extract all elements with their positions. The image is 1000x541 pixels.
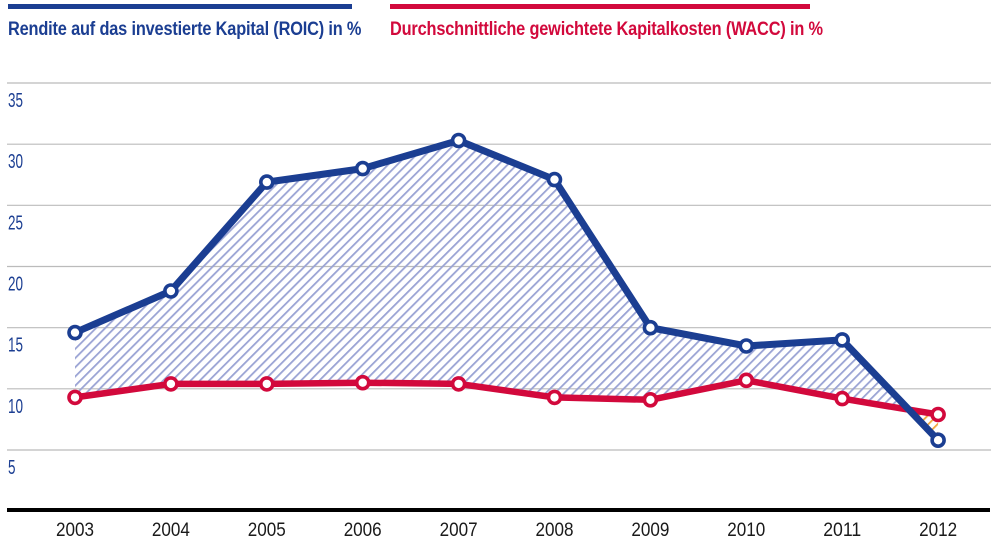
x-axis-year-label: 2010 xyxy=(727,520,765,541)
wacc-data-point xyxy=(354,374,371,391)
legend-item-wacc: Durchschnittliche gewichtete Kapitalkost… xyxy=(390,4,823,41)
wacc-data-point xyxy=(834,390,851,407)
wacc-data-point xyxy=(930,406,946,423)
x-axis-year-label: 2006 xyxy=(344,520,382,541)
wacc-legend-swatch xyxy=(390,4,810,9)
x-axis-year-label: 2012 xyxy=(919,520,957,541)
roic-legend-label: Rendite auf das investierte Kapital (ROI… xyxy=(8,19,362,40)
wacc-line xyxy=(74,377,939,418)
roic-data-point xyxy=(834,332,851,348)
y-axis-tick-label: 25 xyxy=(8,212,23,234)
y-axis-tick-label: 5 xyxy=(8,457,16,479)
x-axis-year-label: 2005 xyxy=(248,520,286,541)
wacc-data-point xyxy=(642,391,659,408)
wacc-data-point xyxy=(67,389,83,406)
roic-data-point xyxy=(738,338,755,354)
roic-data-point xyxy=(258,174,275,190)
roic-data-point xyxy=(450,132,467,149)
roic-line xyxy=(73,137,941,443)
roic-data-point xyxy=(67,324,83,341)
wacc-data-point xyxy=(450,376,467,392)
y-axis-tick-label: 35 xyxy=(8,90,23,112)
wacc-data-point xyxy=(738,372,755,389)
roic-data-point xyxy=(642,319,659,336)
roic-data-point xyxy=(546,171,563,188)
x-axis-year-label: 2003 xyxy=(56,520,94,541)
x-axis-year-label: 2008 xyxy=(536,520,574,541)
x-axis-year-label: 2007 xyxy=(440,520,478,541)
x-axis-year-label: 2009 xyxy=(631,520,669,541)
y-axis-tick-label: 10 xyxy=(8,396,23,418)
roic-legend-swatch xyxy=(8,4,352,9)
roic-data-point xyxy=(163,283,179,299)
y-axis-tick-label: 30 xyxy=(8,151,23,173)
x-axis-line xyxy=(7,508,990,512)
x-axis-year-label: 2004 xyxy=(152,520,190,541)
y-axis-tick-label: 20 xyxy=(8,274,23,296)
roic-above-wacc-hatch-area xyxy=(75,140,909,410)
wacc-legend-label: Durchschnittliche gewichtete Kapitalkost… xyxy=(390,19,823,40)
legend-item-roic: Rendite auf das investierte Kapital (ROI… xyxy=(8,4,362,41)
y-axis-tick-label: 15 xyxy=(8,335,23,357)
roic-data-point xyxy=(930,432,946,449)
x-axis-year-label: 2011 xyxy=(823,520,861,541)
roic-data-point xyxy=(354,160,371,177)
wacc-data-point xyxy=(258,376,275,392)
wacc-data-point xyxy=(546,389,563,406)
wacc-data-point xyxy=(163,376,179,392)
